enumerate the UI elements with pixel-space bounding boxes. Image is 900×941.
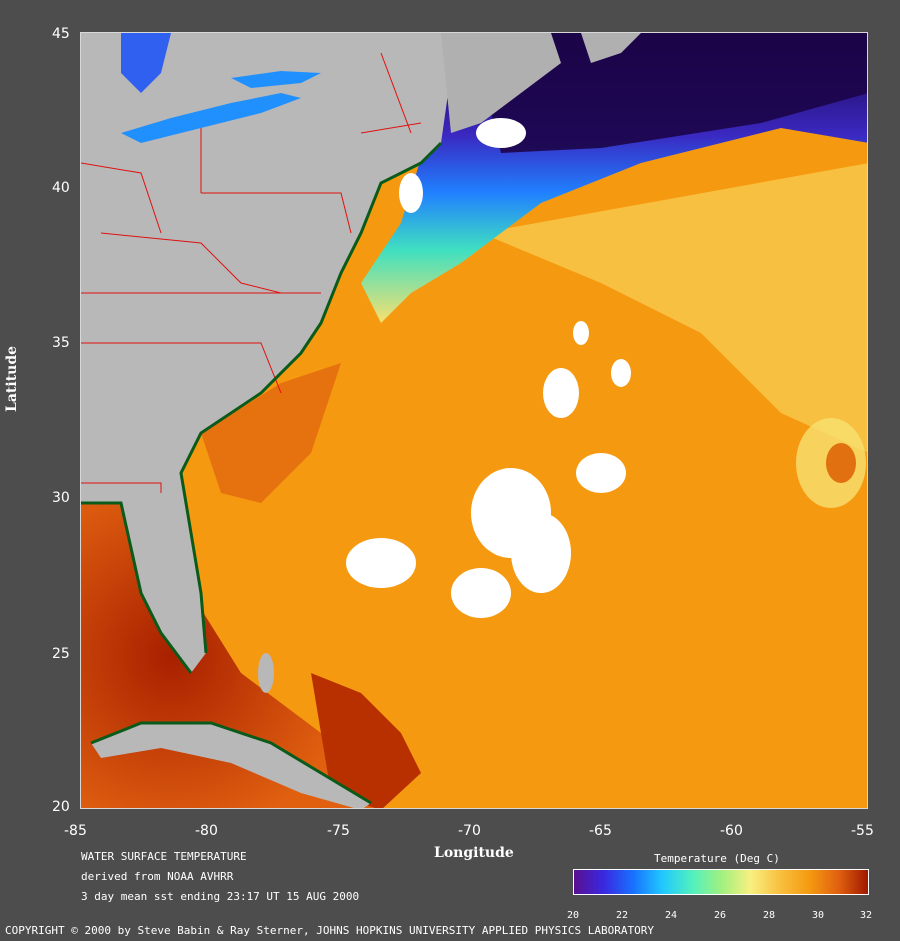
lat-tick-30: 30 [52,490,70,506]
lat-tick-40: 40 [52,180,70,196]
land-novascotia [581,33,641,63]
lake-huron [121,33,171,93]
lon-tick-85: -85 [64,823,87,839]
lon-tick-55: -55 [851,823,874,839]
colorbar-tick-20: 20 [566,910,580,921]
lon-tick-75: -75 [327,823,350,839]
lake-erie [121,93,301,143]
lat-tick-20: 20 [52,799,70,815]
lat-tick-45: 45 [52,26,70,42]
info-period: 3 day mean sst ending 23:17 UT 15 AUG 20… [81,890,360,903]
sst-map-image [81,33,867,808]
colorbar-tick-30: 30 [811,910,825,921]
colorbar-tick-22: 22 [615,910,629,921]
info-source: derived from NOAA AVHRR [81,870,234,883]
lon-tick-60: -60 [720,823,743,839]
coast-warm [201,363,341,503]
latitude-axis-title: Latitude [4,345,20,412]
coastlines [81,141,443,805]
colorbar-tick-24: 24 [664,910,678,921]
land-northeast [441,33,561,133]
colorbar-tick-26: 26 [713,910,727,921]
copyright-text: COPYRIGHT © 2000 by Steve Babin & Ray St… [5,924,655,937]
land-us [81,33,451,673]
longitude-axis-title: Longitude [434,845,514,861]
info-title: WATER SURFACE TEMPERATURE [81,850,247,863]
lat-tick-35: 35 [52,335,70,351]
eddy-east-core [826,443,856,483]
colorbar-tick-28: 28 [762,910,776,921]
ocean-dark-north [481,33,867,153]
ocean-yellow [481,163,867,453]
land-cuba [91,723,371,808]
state-borders [81,52,422,493]
sst-map [80,32,868,809]
land-bahamas [258,653,274,693]
colorbar-title: Temperature (Deg C) [654,852,780,865]
lon-tick-65: -65 [589,823,612,839]
lake-ontario [231,71,321,88]
caribbean-hot [311,673,421,808]
lat-tick-25: 25 [52,646,70,662]
colorbar [573,869,869,895]
cloud-cover [346,118,631,618]
colorbar-tick-32: 32 [859,910,873,921]
lon-tick-70: -70 [458,823,481,839]
lon-tick-80: -80 [195,823,218,839]
